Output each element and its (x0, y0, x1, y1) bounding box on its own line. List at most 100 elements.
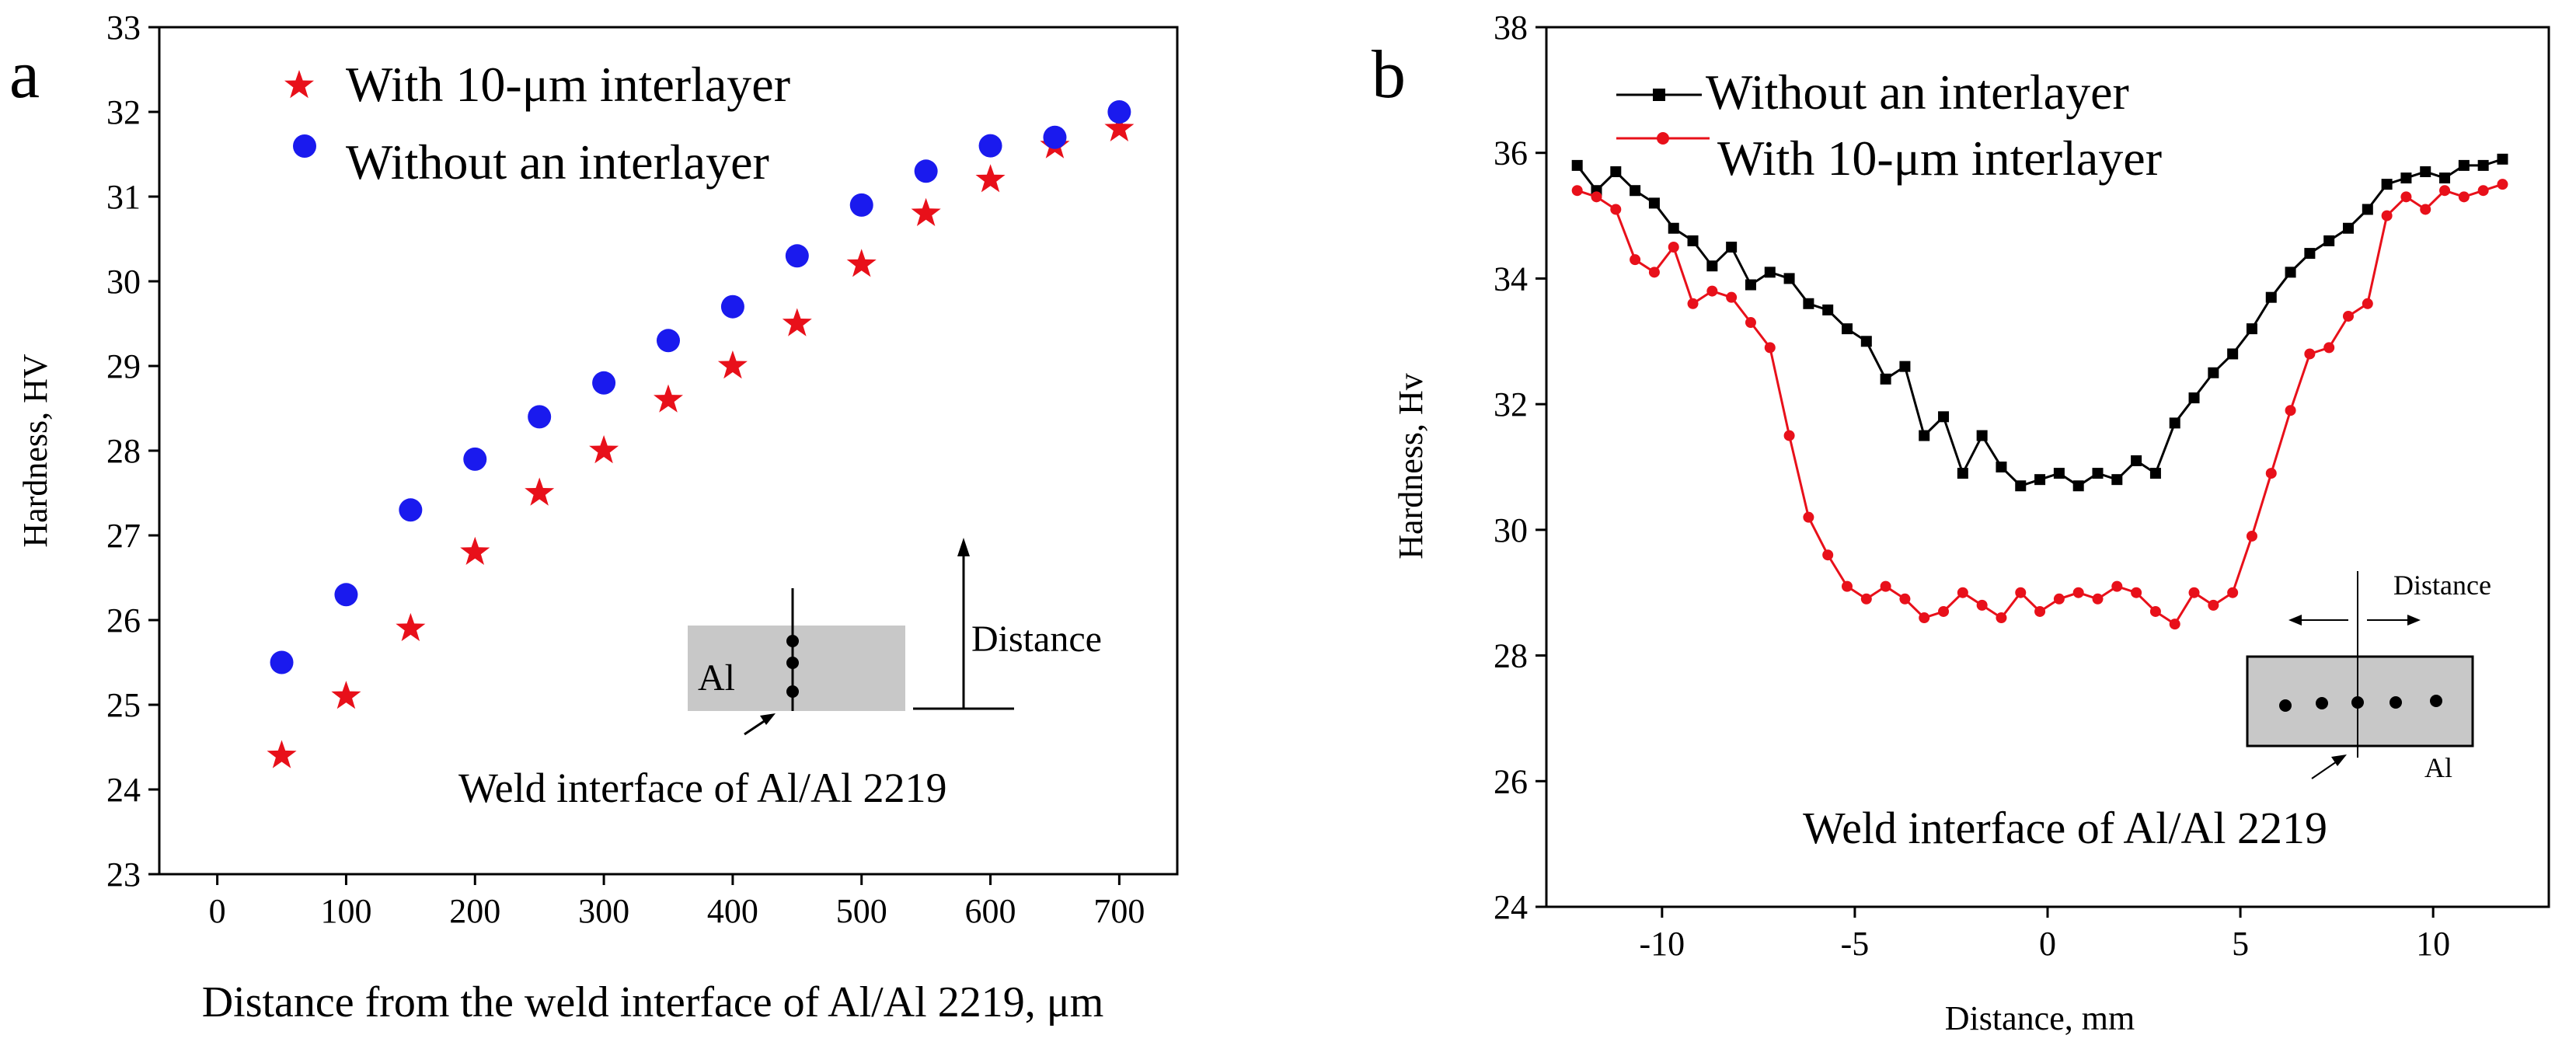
x-tick-label: 10 (2416, 925, 2450, 963)
data-point-square (2131, 455, 2142, 466)
inset-indent-point (2316, 697, 2328, 709)
data-point-square (2304, 248, 2316, 260)
data-point-circle (1043, 125, 1067, 149)
x-tick-label: 0 (209, 892, 226, 930)
x-tick-label: 600 (965, 892, 1016, 930)
y-tick-label: 24 (1494, 888, 1528, 926)
y-tick-label: 27 (106, 517, 141, 555)
data-point-square (1571, 159, 1583, 171)
legend-circle-marker (293, 134, 316, 158)
data-point-circle (1919, 612, 1930, 624)
y-tick-label: 28 (1494, 637, 1528, 675)
inset-material-label: Al (698, 657, 735, 699)
data-point-circle (2343, 310, 2354, 322)
panel-b-ticks: -10 -5 0 5 10 24 26 28 30 32 34 36 38 (1494, 9, 2450, 963)
y-tick-label: 38 (1494, 9, 1528, 47)
x-tick-label: 0 (2039, 925, 2056, 963)
data-point-circle (2400, 191, 2412, 203)
data-point-circle (1648, 267, 1660, 278)
data-point-square (2343, 222, 2354, 234)
data-point-circle (2208, 599, 2219, 611)
data-point-circle (2188, 587, 2200, 598)
y-tick-label: 36 (1494, 134, 1528, 173)
data-point-square (2265, 291, 2277, 303)
data-point-star (396, 612, 426, 642)
legend-label-without-interlayer: Without an interlayer (1706, 64, 2129, 120)
panel-a-inset: Al Distance Weld interface of Al/Al 2219 (458, 538, 1102, 811)
y-tick-label: 31 (106, 178, 141, 216)
data-point-square (2111, 474, 2123, 486)
data-point-square (2208, 367, 2219, 378)
data-point-circle (785, 244, 809, 268)
x-tick-label: 300 (578, 892, 629, 930)
data-point-square (2362, 204, 2373, 215)
data-point-circle (2497, 179, 2508, 190)
y-tick-label: 26 (106, 601, 141, 640)
data-point-circle (2265, 468, 2277, 479)
data-point-circle (1726, 291, 1738, 303)
data-point-circle (592, 371, 616, 395)
panel-b-legend: Without an interlayer With 10-μm interla… (1616, 64, 2162, 186)
data-point-circle (2149, 605, 2161, 617)
data-point-square (1860, 336, 1872, 347)
inset-caption: Weld interface of Al/Al 2219 (1803, 803, 2327, 853)
data-point-square (1842, 323, 1853, 335)
inset-indent-point (2279, 699, 2292, 712)
data-point-square (2034, 474, 2046, 486)
panel-a-y-axis-label: Hardness, HV (16, 354, 54, 548)
data-point-square (2092, 468, 2104, 479)
inset-pointer-arrowhead (760, 713, 776, 725)
data-point-circle (1996, 612, 2007, 624)
data-point-square (2015, 480, 2027, 492)
y-tick-label: 32 (106, 93, 141, 131)
data-point-circle (1668, 242, 1679, 253)
series-line (1577, 183, 2503, 626)
x-tick-label: 500 (836, 892, 887, 930)
data-point-square (2149, 468, 2161, 479)
legend-label-with-interlayer: With 10-μm interlayer (1717, 131, 2162, 186)
inset-indent-point (786, 635, 799, 647)
data-point-square (1764, 267, 1776, 278)
data-point-star (460, 536, 490, 565)
data-point-square (1919, 430, 1930, 441)
data-point-star (1104, 113, 1135, 141)
data-point-circle (849, 193, 873, 217)
panel-b-label: b (1372, 37, 1406, 113)
inset-indent-point (786, 657, 799, 669)
data-point-circle (2131, 587, 2142, 598)
data-point-star (846, 249, 877, 277)
inset-caption: Weld interface of Al/Al 2219 (458, 765, 946, 811)
data-point-circle (2015, 587, 2027, 598)
data-point-circle (2111, 580, 2123, 592)
data-point-circle (1107, 100, 1131, 124)
data-point-square (2458, 159, 2470, 171)
data-point-square (2477, 159, 2489, 171)
data-point-circle (1764, 342, 1776, 354)
data-point-circle (2227, 587, 2239, 598)
data-point-circle (1880, 580, 1891, 592)
data-point-circle (1860, 593, 1872, 605)
data-point-square (2439, 173, 2451, 184)
y-tick-label: 25 (106, 686, 141, 724)
data-point-star (717, 350, 748, 379)
data-point-circle (1803, 511, 1814, 523)
y-tick-label: 30 (1494, 511, 1528, 549)
data-point-square (2053, 468, 2065, 479)
data-point-circle (2034, 605, 2046, 617)
x-tick-label: -10 (1640, 925, 1685, 963)
panel-a-legend: With 10-μm interlayer Without an interla… (284, 57, 790, 190)
y-tick-label: 29 (106, 347, 141, 385)
data-point-circle (2053, 593, 2065, 605)
data-point-star (782, 308, 812, 336)
data-point-square (1880, 373, 1891, 385)
data-point-square (2400, 173, 2412, 184)
inset-distance-arrowhead (957, 538, 970, 556)
panel-a-x-axis-label: Distance from the weld interface of Al/A… (202, 978, 1104, 1026)
data-point-circle (978, 134, 1002, 158)
data-point-circle (2246, 530, 2257, 542)
panel-a: a 0 100 200 300 400 500 600 700 23 24 25 26 27 28 29 30… (9, 9, 1179, 1026)
data-point-square (1976, 430, 1988, 441)
data-point-star (267, 740, 297, 768)
data-point-circle (463, 447, 487, 471)
data-point-circle (2092, 593, 2104, 605)
